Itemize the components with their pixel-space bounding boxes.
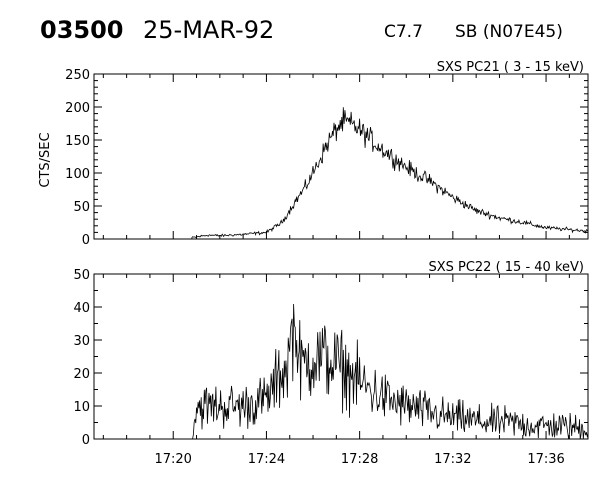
y-tick-label: 40 [73,301,90,316]
x-tick-label: 17:24 [248,452,285,467]
y-tick-label: 30 [73,334,90,349]
y-tick-label: 10 [73,400,90,415]
x-tick-label: 17:28 [341,452,378,467]
event-date: 25-MAR-92 [143,16,275,44]
y-axis-label: CTS/SEC [38,132,53,187]
goes-class: C7.7 [384,22,423,42]
x-tick-label: 17:32 [434,452,471,467]
lightcurve-line [191,107,589,239]
panel-title-pc21: SXS PC21 ( 3 - 15 keV) [437,60,584,75]
y-tick-label: 250 [65,68,90,83]
panel-pc22: SXS PC22 ( 15 - 40 keV) 0 10 20 30 40 50 17:20… [73,260,589,467]
y-tick-label: 50 [73,268,90,283]
flare-source: SB (N07E45) [455,22,563,42]
x-tick-label: 17:20 [154,452,191,467]
y-tick-label: 20 [73,367,90,382]
panel-pc21: SXS PC21 ( 3 - 15 keV) 0 50 100 150 200 250 [65,60,589,248]
y-tick-label: 150 [65,134,90,149]
x-tick-label: 17:36 [527,452,564,467]
y-tick-label: 0 [82,433,90,448]
y-tick-label: 200 [65,101,90,116]
panel-title-pc22: SXS PC22 ( 15 - 40 keV) [428,260,584,275]
event-id: 03500 [40,16,124,44]
plot-frame [93,73,589,240]
y-tick-label: 0 [82,233,90,248]
y-tick-label: 50 [73,200,90,215]
plot-frame [93,273,589,440]
y-tick-label: 100 [65,167,90,182]
lightcurve-line [191,303,589,440]
